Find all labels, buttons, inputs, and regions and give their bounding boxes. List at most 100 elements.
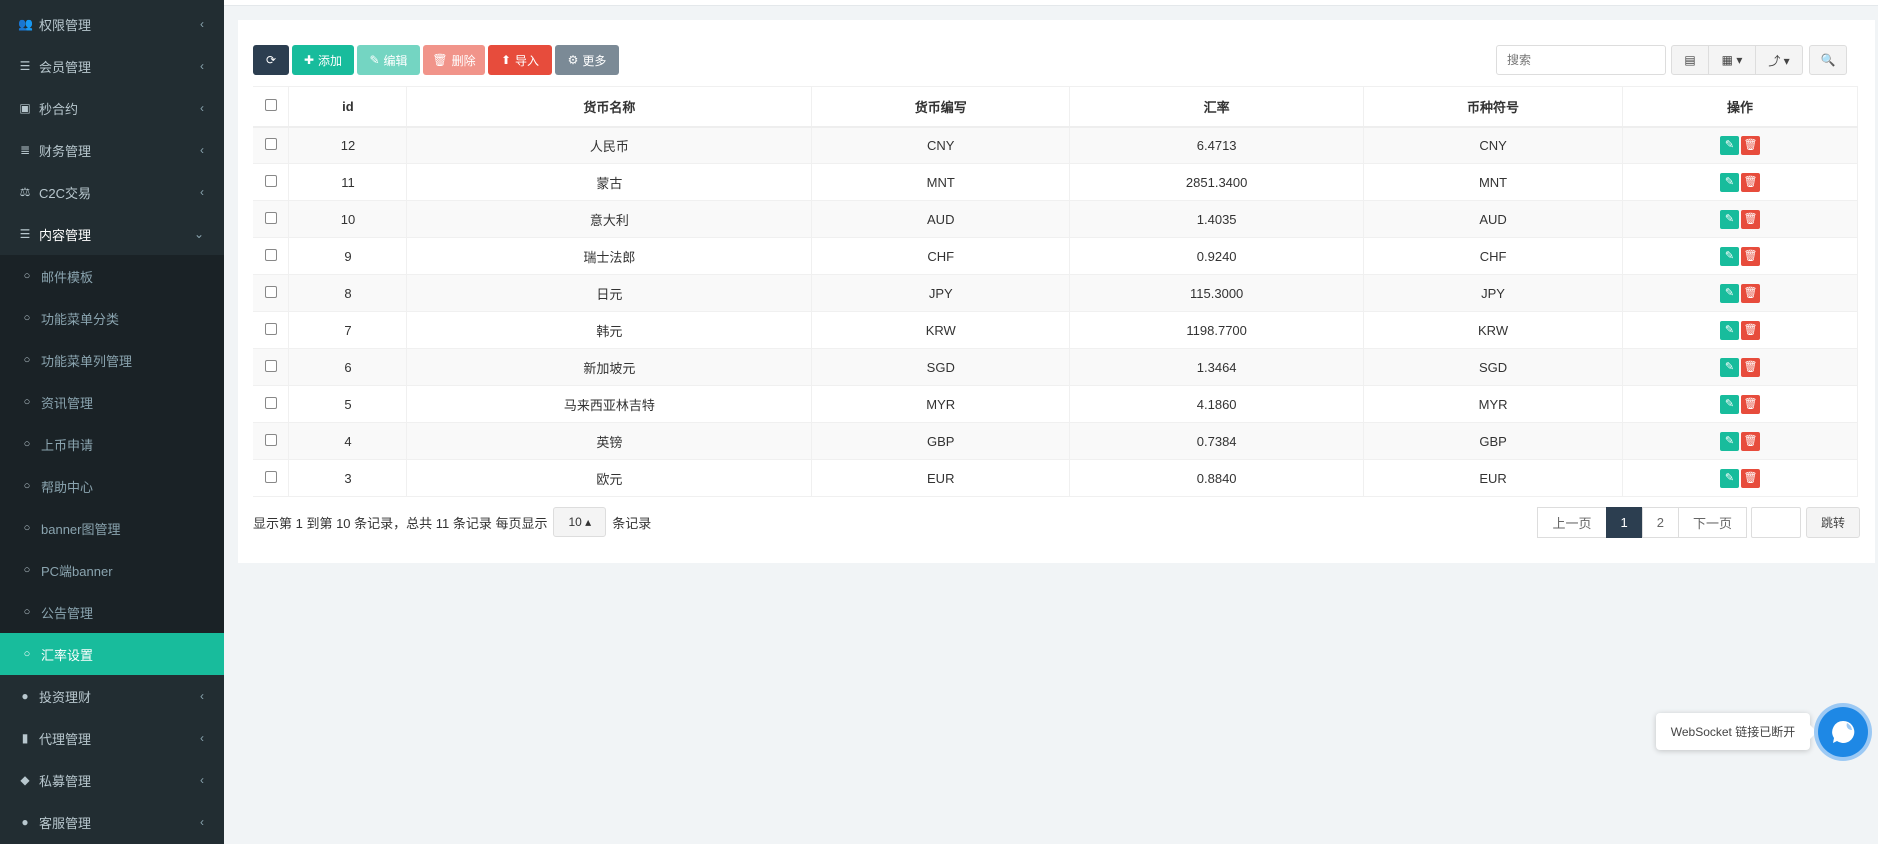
table-row[interactable]: 5 马来西亚林吉特 MYR 4.1860 MYR ✎ 🗑 xyxy=(253,385,1858,423)
row-delete-button[interactable]: 🗑 xyxy=(1741,394,1760,414)
prev-page-button[interactable]: 上一页 xyxy=(1537,507,1607,538)
row-checkbox[interactable] xyxy=(264,322,277,335)
row-edit-button[interactable]: ✎ xyxy=(1720,320,1739,340)
table-row[interactable]: 4 英镑 GBP 0.7384 GBP ✎ 🗑 xyxy=(253,422,1858,460)
jump-page-input[interactable] xyxy=(1750,507,1801,538)
row-delete-button[interactable]: 🗑 xyxy=(1741,209,1760,229)
row-delete-button[interactable]: 🗑 xyxy=(1741,135,1760,155)
table-row[interactable]: 9 瑞士法郎 CHF 0.9240 CHF ✎ 🗑 xyxy=(253,237,1858,275)
table-icon: ▤ xyxy=(1684,53,1696,67)
page-2-button[interactable]: 2 xyxy=(1641,507,1679,538)
row-edit-button[interactable]: ✎ xyxy=(1720,431,1739,451)
sidebar-item-label: 客服管理 xyxy=(39,815,92,831)
table-cell: MNT xyxy=(1363,163,1624,201)
row-select-cell xyxy=(253,163,290,201)
row-select-cell xyxy=(253,311,290,349)
column-header[interactable]: id xyxy=(288,86,408,128)
row-edit-button[interactable]: ✎ xyxy=(1720,135,1739,155)
row-edit-button[interactable]: ✎ xyxy=(1720,246,1739,266)
table-row[interactable]: 3 欧元 EUR 0.8840 EUR ✎ 🗑 xyxy=(253,459,1858,497)
sidebar-item[interactable]: ○ 帮助中心 xyxy=(0,465,224,507)
row-checkbox[interactable] xyxy=(264,396,277,409)
add-button[interactable]: ✚ 添加 xyxy=(292,45,354,75)
table-row[interactable]: 6 新加坡元 SGD 1.3464 SGD ✎ 🗑 xyxy=(253,348,1858,386)
export-button[interactable]: ⤴ ▾ xyxy=(1755,45,1803,75)
sidebar-item-label: PC端banner xyxy=(41,563,113,579)
sidebar-item[interactable]: ▮ 代理管理 ‹ xyxy=(0,717,224,759)
search-input[interactable] xyxy=(1496,45,1666,75)
table-row[interactable]: 11 蒙古 MNT 2851.3400 MNT ✎ 🗑 xyxy=(253,163,1858,201)
sidebar-item[interactable]: ○ 功能菜单列管理 xyxy=(0,339,224,381)
sidebar-item[interactable]: ○ 公告管理 xyxy=(0,591,224,633)
edit-button[interactable]: ✎ 编辑 xyxy=(357,45,420,75)
list-icon: ☰ xyxy=(19,59,31,73)
sidebar-item[interactable]: ○ banner图管理 xyxy=(0,507,224,549)
sidebar-item[interactable]: ◆ 私募管理 ‹ xyxy=(0,759,224,801)
column-header[interactable]: 币种符号 xyxy=(1363,86,1624,128)
columns-button[interactable]: ▦ ▾ xyxy=(1708,45,1756,75)
refresh-button[interactable]: ⟳ xyxy=(253,45,289,75)
sidebar-item[interactable]: ● 投资理财 ‹ xyxy=(0,675,224,717)
sidebar-item-label: 功能菜单列管理 xyxy=(41,353,133,369)
currency-table: id 货币名称 货币编写 汇率 币种符号 操作 12 人民币 CNY 6.4713 CN… xyxy=(253,86,1858,497)
table-row[interactable]: 8 日元 JPY 115.3000 JPY ✎ 🗑 xyxy=(253,274,1858,312)
sidebar-item[interactable]: ⚖ C2C交易 ‹ xyxy=(0,171,224,213)
row-checkbox[interactable] xyxy=(264,211,277,224)
column-header[interactable]: 货币编写 xyxy=(811,86,1071,128)
row-checkbox[interactable] xyxy=(264,433,277,446)
pencil-icon: ✎ xyxy=(369,53,380,67)
column-header[interactable]: 货币名称 xyxy=(406,86,813,128)
sidebar-item[interactable]: 👥 权限管理 ‹ xyxy=(0,3,224,45)
row-checkbox[interactable] xyxy=(264,248,277,261)
row-checkbox[interactable] xyxy=(264,285,277,298)
row-delete-button[interactable]: 🗑 xyxy=(1741,172,1760,192)
page-size-select[interactable]: 10 ▴ xyxy=(553,507,607,537)
row-checkbox[interactable] xyxy=(264,137,277,150)
sidebar-item[interactable]: ○ PC端banner xyxy=(0,549,224,591)
sidebar-item[interactable]: ○ 资讯管理 xyxy=(0,381,224,423)
row-delete-button[interactable]: 🗑 xyxy=(1741,320,1760,340)
row-actions: ✎ 🗑 xyxy=(1622,422,1858,460)
search-button[interactable]: 🔍 xyxy=(1809,45,1847,75)
row-delete-button[interactable]: 🗑 xyxy=(1741,431,1760,451)
import-button[interactable]: ⬆ 导入 xyxy=(488,45,552,75)
sidebar-item[interactable]: ○ 上币申请 xyxy=(0,423,224,465)
row-delete-button[interactable]: 🗑 xyxy=(1741,357,1760,377)
column-header[interactable]: 汇率 xyxy=(1069,86,1365,128)
sidebar-item[interactable]: ▣ 秒合约 ‹ xyxy=(0,87,224,129)
sidebar-item[interactable]: ☰ 内容管理 ⌄ xyxy=(0,213,224,255)
refresh-icon: ⟳ xyxy=(265,53,277,67)
table-row[interactable]: 12 人民币 CNY 6.4713 CNY ✎ 🗑 xyxy=(253,126,1858,164)
row-delete-button[interactable]: 🗑 xyxy=(1741,246,1760,266)
row-edit-button[interactable]: ✎ xyxy=(1720,394,1739,414)
sidebar-item[interactable]: ≣ 财务管理 ‹ xyxy=(0,129,224,171)
delete-button[interactable]: 🗑 删除 xyxy=(423,45,485,75)
table-row[interactable]: 10 意大利 AUD 1.4035 AUD ✎ 🗑 xyxy=(253,200,1858,238)
sidebar-item[interactable]: ○ 邮件模板 xyxy=(0,255,224,297)
row-delete-button[interactable]: 🗑 xyxy=(1741,468,1760,488)
next-page-button[interactable]: 下一页 xyxy=(1677,507,1747,538)
sidebar-item[interactable]: ○ 功能菜单分类 xyxy=(0,297,224,339)
row-checkbox[interactable] xyxy=(264,470,277,483)
row-delete-button[interactable]: 🗑 xyxy=(1741,283,1760,303)
select-all-checkbox[interactable] xyxy=(264,98,277,111)
row-checkbox[interactable] xyxy=(264,174,277,187)
sidebar-item[interactable]: ○ 汇率设置 xyxy=(0,633,224,675)
row-edit-button[interactable]: ✎ xyxy=(1720,283,1739,303)
table-cell: 12 xyxy=(288,126,408,164)
row-checkbox[interactable] xyxy=(264,359,277,372)
row-edit-button[interactable]: ✎ xyxy=(1720,468,1739,488)
table-row[interactable]: 7 韩元 KRW 1198.7700 KRW ✎ 🗑 xyxy=(253,311,1858,349)
sidebar-item[interactable]: ● 客服管理 ‹ xyxy=(0,801,224,843)
chevron-left-icon: ‹ xyxy=(200,731,204,745)
toggle-view-button[interactable]: ▤ xyxy=(1671,45,1709,75)
more-button[interactable]: ⚙ 更多 xyxy=(555,45,619,75)
row-edit-button[interactable]: ✎ xyxy=(1720,209,1739,229)
chat-button[interactable] xyxy=(1818,707,1868,757)
row-edit-button[interactable]: ✎ xyxy=(1720,357,1739,377)
jump-button[interactable]: 跳转 xyxy=(1805,507,1860,538)
row-edit-button[interactable]: ✎ xyxy=(1720,172,1739,192)
sidebar-item[interactable]: ☰ 会员管理 ‹ xyxy=(0,45,224,87)
page-1-button[interactable]: 1 xyxy=(1605,507,1643,538)
table-cell: SGD xyxy=(811,348,1071,386)
